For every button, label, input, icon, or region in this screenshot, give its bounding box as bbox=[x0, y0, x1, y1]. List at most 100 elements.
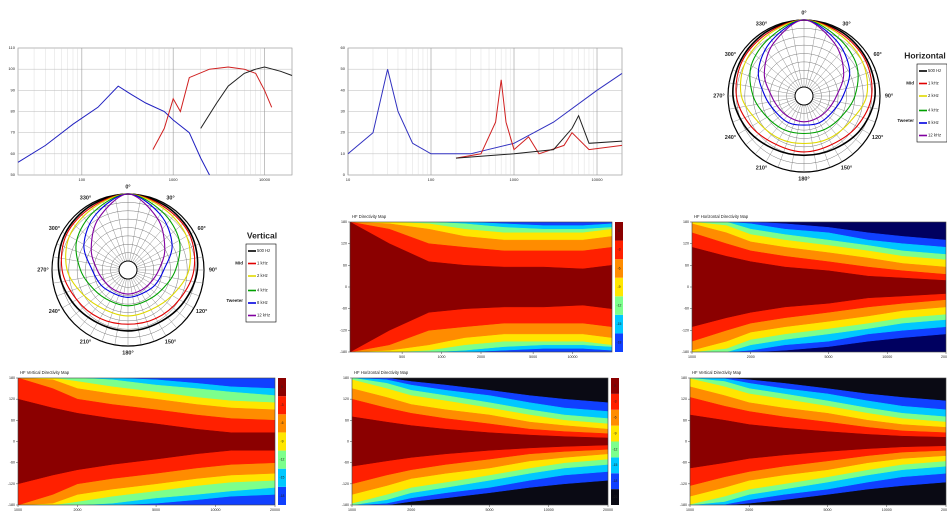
y-tick-label: 0 bbox=[345, 285, 347, 289]
x-tick-label: 5000 bbox=[529, 355, 537, 359]
polar-hole bbox=[118, 260, 138, 280]
colorbar-cell bbox=[278, 378, 286, 397]
x-tick-label: 5000 bbox=[152, 508, 160, 511]
x-tick-label: 2000 bbox=[477, 355, 485, 359]
colorbar-cell bbox=[278, 450, 286, 469]
polar-spoke bbox=[129, 195, 142, 262]
polar-curve bbox=[57, 193, 199, 332]
colorbar-label: -12 bbox=[617, 303, 622, 307]
polar-spoke bbox=[69, 220, 122, 265]
y-tick-label: 50 bbox=[11, 172, 16, 177]
legend-label: 500 Hz bbox=[257, 248, 270, 253]
y-tick-label: 180 bbox=[9, 376, 15, 380]
angle-label: 0° bbox=[125, 184, 130, 190]
y-tick-label: -180 bbox=[342, 503, 349, 507]
legend-label: 4 kHz bbox=[257, 288, 268, 293]
x-tick-label: 1000 bbox=[510, 177, 520, 182]
polar-spoke bbox=[765, 103, 800, 162]
x-tick-label: 10000 bbox=[259, 177, 271, 182]
legend-label: 12 kHz bbox=[928, 133, 941, 138]
colorbar-cell bbox=[611, 489, 619, 505]
x-tick-label: 10000 bbox=[568, 355, 578, 359]
y-tick-label: 120 bbox=[683, 242, 689, 246]
contour-group bbox=[352, 378, 608, 505]
polar-spoke bbox=[53, 271, 120, 284]
angle-label: 240° bbox=[49, 309, 60, 315]
polar-spoke bbox=[790, 104, 803, 171]
y-tick-label: 120 bbox=[343, 397, 349, 401]
y-tick-label: -60 bbox=[682, 461, 687, 465]
polar-curve bbox=[65, 193, 191, 317]
y-tick-label: 180 bbox=[681, 376, 687, 380]
polar-spoke bbox=[136, 271, 203, 284]
legend-group-label: Mid bbox=[906, 81, 914, 86]
legend-label: 8 kHz bbox=[928, 120, 939, 125]
x-tick-label: 10 bbox=[346, 177, 351, 182]
colorbar-cell bbox=[611, 378, 619, 394]
polar-spoke bbox=[132, 277, 167, 336]
x-tick-label: 100 bbox=[78, 177, 85, 182]
y-tick-label: 0 bbox=[687, 285, 689, 289]
x-tick-label: 5000 bbox=[824, 508, 832, 511]
colorbar-cell bbox=[615, 296, 623, 315]
x-tick-label: 1000 bbox=[438, 355, 446, 359]
y-tick-label: 40 bbox=[341, 87, 346, 92]
y-tick-label: 0 bbox=[347, 439, 349, 443]
y-tick-label: 80 bbox=[11, 109, 16, 114]
y-tick-label: -180 bbox=[682, 350, 689, 354]
colorbar-cell bbox=[278, 468, 286, 487]
contour-band bbox=[18, 398, 275, 485]
x-tick-label: 20000 bbox=[941, 355, 947, 359]
colorbar-cell bbox=[615, 259, 623, 278]
map-title: HF Horizontal Directivity Map bbox=[694, 214, 749, 219]
x-tick-label: 100 bbox=[428, 177, 435, 182]
polar-spoke bbox=[806, 104, 831, 168]
polar-spoke bbox=[745, 46, 798, 91]
x-tick-label: 500 bbox=[399, 355, 405, 359]
polar-curve bbox=[90, 193, 166, 295]
map-title: HF Vertical Directivity Map bbox=[692, 370, 742, 375]
angle-label: 30° bbox=[842, 22, 850, 28]
angle-label: 300° bbox=[725, 52, 736, 58]
angle-label: 90° bbox=[209, 267, 217, 273]
contour-band bbox=[690, 414, 946, 469]
colorbar-label: -9 bbox=[280, 439, 283, 443]
x-tick-label: 1000 bbox=[14, 508, 22, 511]
x-tick-label: 2000 bbox=[745, 508, 753, 511]
y-tick-label: 180 bbox=[341, 220, 347, 224]
polar-spoke bbox=[136, 256, 203, 269]
polar-spoke bbox=[738, 57, 797, 92]
polar-curve bbox=[749, 19, 859, 135]
y-tick-label: 110 bbox=[9, 45, 16, 50]
y-tick-label: -180 bbox=[8, 503, 15, 507]
polar-spoke bbox=[812, 98, 876, 123]
y-tick-label: 70 bbox=[11, 130, 16, 135]
colorbar-label: 0 bbox=[614, 384, 616, 388]
polar-spoke bbox=[136, 272, 200, 297]
angle-label: 0° bbox=[801, 10, 806, 16]
angle-label: 150° bbox=[841, 165, 852, 171]
map-title: HF Horizontal Directivity Map bbox=[354, 370, 409, 375]
colorbar-label: -15 bbox=[617, 322, 622, 326]
angle-label: 60° bbox=[197, 226, 205, 232]
y-tick-label: 30 bbox=[341, 109, 346, 114]
legend-group-label: Tweeter bbox=[226, 298, 243, 303]
x-tick-label: 1000 bbox=[688, 355, 696, 359]
colorbar-label: 0 bbox=[618, 229, 620, 233]
legend-group-label: Mid bbox=[235, 261, 243, 266]
y-tick-label: 20 bbox=[341, 130, 346, 135]
x-tick-label: 10000 bbox=[882, 508, 892, 511]
y-tick-label: 120 bbox=[341, 242, 347, 246]
y-tick-label: -120 bbox=[8, 482, 15, 486]
legend-label: 4 kHz bbox=[928, 108, 939, 113]
series-line bbox=[17, 85, 210, 176]
colorbar-label: -18 bbox=[617, 341, 622, 345]
colorbar-label: -15 bbox=[280, 476, 285, 480]
angle-label: 180° bbox=[798, 176, 809, 182]
legend-label: 500 Hz bbox=[928, 68, 941, 73]
colorbar-cell bbox=[615, 222, 623, 241]
x-tick-label: 2000 bbox=[747, 355, 755, 359]
angle-label: 120° bbox=[872, 135, 883, 141]
polar-curve bbox=[739, 19, 869, 145]
